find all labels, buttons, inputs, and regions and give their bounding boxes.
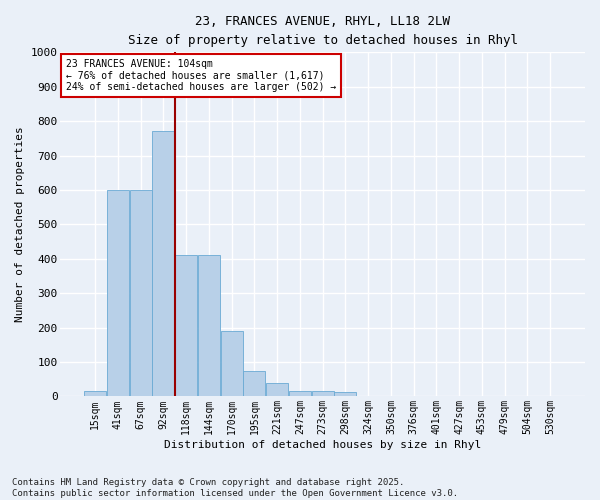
Bar [175,256,197,396]
X-axis label: Distribution of detached houses by size in Rhyl: Distribution of detached houses by size … [164,440,481,450]
Text: Contains HM Land Registry data © Crown copyright and database right 2025.
Contai: Contains HM Land Registry data © Crown c… [12,478,458,498]
Bar [266,382,288,396]
Bar [130,190,152,396]
Bar [152,132,175,396]
Text: 23 FRANCES AVENUE: 104sqm
← 76% of detached houses are smaller (1,617)
24% of se: 23 FRANCES AVENUE: 104sqm ← 76% of detac… [65,59,336,92]
Bar [334,392,356,396]
Title: 23, FRANCES AVENUE, RHYL, LL18 2LW
Size of property relative to detached houses : 23, FRANCES AVENUE, RHYL, LL18 2LW Size … [128,15,518,47]
Bar [221,331,243,396]
Bar [198,256,220,396]
Bar [289,390,311,396]
Y-axis label: Number of detached properties: Number of detached properties [15,126,25,322]
Bar [84,392,106,396]
Bar [244,370,265,396]
Bar [107,190,129,396]
Bar [311,390,334,396]
